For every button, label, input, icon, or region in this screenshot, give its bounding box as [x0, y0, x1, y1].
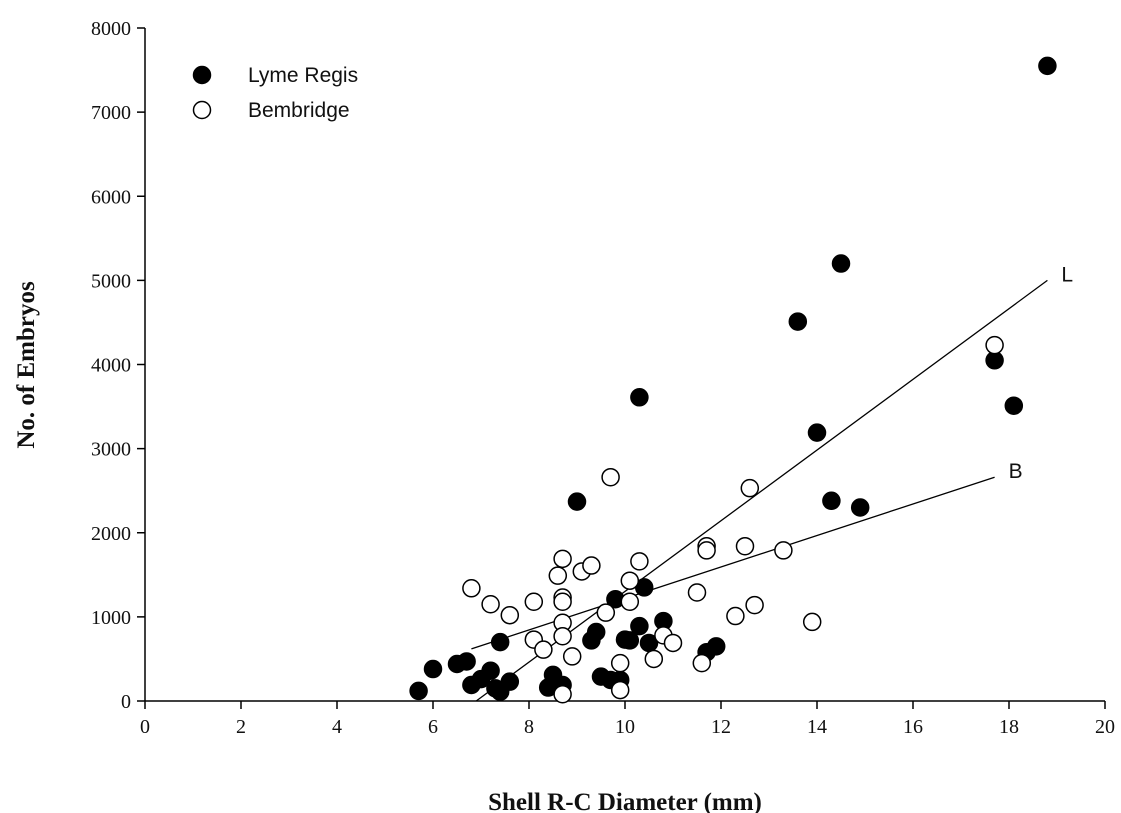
data-point-lyme-regis	[481, 661, 500, 680]
data-point-bembridge	[697, 541, 716, 560]
legend-marker-bembridge	[192, 100, 212, 120]
y-tick-label: 1000	[91, 607, 131, 629]
fit-line-label-l: L	[1061, 263, 1073, 286]
data-point-bembridge	[534, 640, 553, 659]
y-tick-label: 8000	[91, 18, 131, 40]
data-point-bembridge	[692, 653, 712, 673]
y-tick-label: 6000	[91, 186, 131, 208]
data-point-bembridge	[553, 549, 572, 569]
series-layer	[409, 56, 1057, 704]
data-point-lyme-regis	[490, 632, 510, 652]
x-axis-title: Shell R-C Diameter (mm)	[488, 789, 762, 813]
legend-label-lyme-regis: Lyme Regis	[248, 64, 358, 87]
legend: Lyme Regis Bembridge	[192, 64, 358, 122]
data-point-bembridge	[687, 583, 707, 602]
x-tick-label: 8	[524, 716, 534, 738]
data-point-bembridge	[663, 633, 683, 653]
y-tick-label: 2000	[91, 523, 131, 545]
data-point-bembridge	[735, 536, 755, 556]
data-point-bembridge	[582, 556, 601, 575]
data-point-lyme-regis	[423, 659, 443, 679]
x-tick-label: 6	[428, 716, 438, 738]
data-point-bembridge	[548, 566, 568, 585]
data-point-lyme-regis	[1004, 396, 1024, 415]
data-point-bembridge	[726, 606, 745, 626]
data-point-lyme-regis	[630, 388, 649, 407]
y-ticks: 0 1000 2000 3000 4000 5000 6000 7000 8000	[91, 18, 145, 713]
data-point-bembridge	[610, 680, 630, 700]
data-point-bembridge	[553, 685, 572, 704]
series-lyme-regis	[409, 56, 1057, 701]
x-tick-label: 18	[999, 716, 1019, 738]
x-tick-label: 0	[140, 716, 150, 738]
data-point-bembridge	[985, 335, 1004, 355]
data-point-bembridge	[481, 595, 500, 614]
y-tick-label: 4000	[91, 355, 131, 377]
data-point-lyme-regis	[706, 637, 726, 656]
series-bembridge	[462, 335, 1004, 704]
data-point-bembridge	[562, 647, 582, 666]
data-point-lyme-regis	[409, 681, 428, 701]
data-point-bembridge	[500, 605, 520, 625]
legend-label-bembridge: Bembridge	[248, 99, 350, 122]
plot-axes: 0 1000 2000 3000 4000 5000 6000 7000 8000 0 2 4 6 8 1…	[91, 18, 1115, 738]
legend-marker-lyme-regis	[192, 65, 212, 85]
data-point-bembridge	[630, 552, 649, 571]
data-point-bembridge	[802, 612, 822, 632]
x-tick-label: 16	[903, 716, 923, 738]
data-point-lyme-regis	[831, 254, 851, 273]
data-point-lyme-regis	[500, 672, 520, 691]
fit-line-label-b: B	[1009, 460, 1023, 483]
x-tick-label: 10	[615, 716, 635, 738]
data-point-bembridge	[620, 571, 640, 590]
x-tick-label: 4	[332, 716, 342, 738]
data-point-lyme-regis	[630, 616, 649, 636]
data-point-lyme-regis	[822, 491, 841, 511]
x-tick-label: 2	[236, 716, 246, 738]
data-point-bembridge	[610, 653, 630, 673]
data-point-bembridge	[462, 579, 481, 598]
data-point-lyme-regis	[1038, 56, 1057, 76]
data-point-lyme-regis	[567, 492, 587, 511]
data-point-bembridge	[745, 595, 764, 615]
data-point-bembridge	[596, 603, 616, 622]
data-point-bembridge	[553, 592, 572, 611]
data-point-lyme-regis	[788, 312, 808, 331]
data-point-lyme-regis	[586, 622, 606, 642]
data-point-lyme-regis	[620, 631, 640, 650]
y-axis-title: No. of Embryos	[13, 281, 40, 449]
data-point-lyme-regis	[457, 652, 476, 671]
y-tick-label: 5000	[91, 270, 131, 292]
y-tick-label: 0	[121, 691, 131, 713]
data-point-bembridge	[774, 541, 793, 560]
data-point-bembridge	[620, 592, 640, 611]
fit-line-l	[475, 279, 1048, 702]
y-tick-label: 3000	[91, 439, 131, 461]
x-tick-label: 20	[1095, 716, 1115, 738]
data-point-bembridge	[553, 626, 572, 646]
data-point-lyme-regis	[807, 423, 827, 442]
data-point-bembridge	[601, 467, 620, 487]
data-point-bembridge	[740, 478, 760, 498]
data-point-bembridge	[524, 592, 544, 611]
x-tick-label: 14	[807, 716, 827, 738]
data-point-lyme-regis	[850, 498, 870, 517]
x-ticks: 0 2 4 6 8 10 12 14 16 18 20	[140, 701, 1115, 738]
data-point-bembridge	[644, 649, 664, 669]
y-tick-label: 7000	[91, 102, 131, 124]
x-tick-label: 12	[711, 716, 731, 738]
